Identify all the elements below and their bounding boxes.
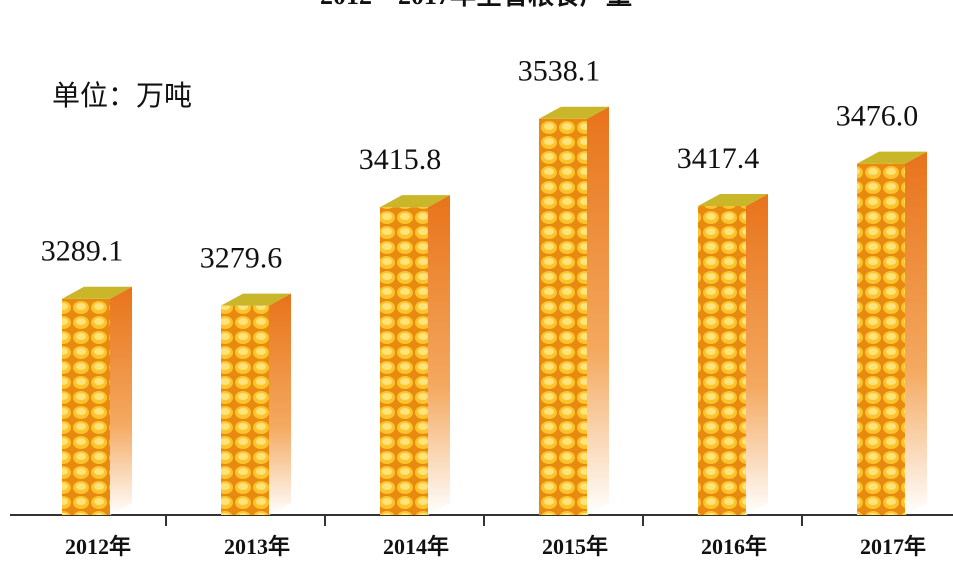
bar-side <box>110 286 132 515</box>
value-label: 3289.1 <box>41 235 124 268</box>
x-tick-label: 2012年 <box>65 534 131 559</box>
x-tick-label: 2015年 <box>542 534 608 559</box>
bar-top <box>221 293 291 306</box>
bar-side <box>587 106 609 515</box>
x-tick-label: 2017年 <box>860 534 926 559</box>
bar <box>539 118 587 515</box>
bar-top <box>380 195 450 208</box>
x-tick-label: 2013年 <box>224 534 290 559</box>
x-tick-label: 2016年 <box>701 534 767 559</box>
value-label: 3279.6 <box>200 242 283 275</box>
bar <box>221 305 269 515</box>
value-label: 3415.8 <box>359 143 442 176</box>
value-label: 3476.0 <box>836 100 919 133</box>
bar <box>380 207 428 515</box>
bar <box>62 298 110 515</box>
bar-side <box>746 194 768 516</box>
value-label: 3538.1 <box>518 55 601 88</box>
bar-top <box>62 286 132 299</box>
bar <box>857 163 905 515</box>
bar-top <box>698 194 768 207</box>
bar-side <box>428 195 450 515</box>
x-tick-label: 2014年 <box>383 534 449 559</box>
bar-top <box>539 106 609 119</box>
value-label: 3417.4 <box>677 142 760 175</box>
unit-label: 单位：万吨 <box>52 79 192 112</box>
bar-side <box>269 293 291 515</box>
chart-title: 2012—2017年全省粮食产量 <box>320 0 632 10</box>
bar-side <box>905 151 927 515</box>
bar-top <box>857 151 927 164</box>
bar <box>698 206 746 516</box>
